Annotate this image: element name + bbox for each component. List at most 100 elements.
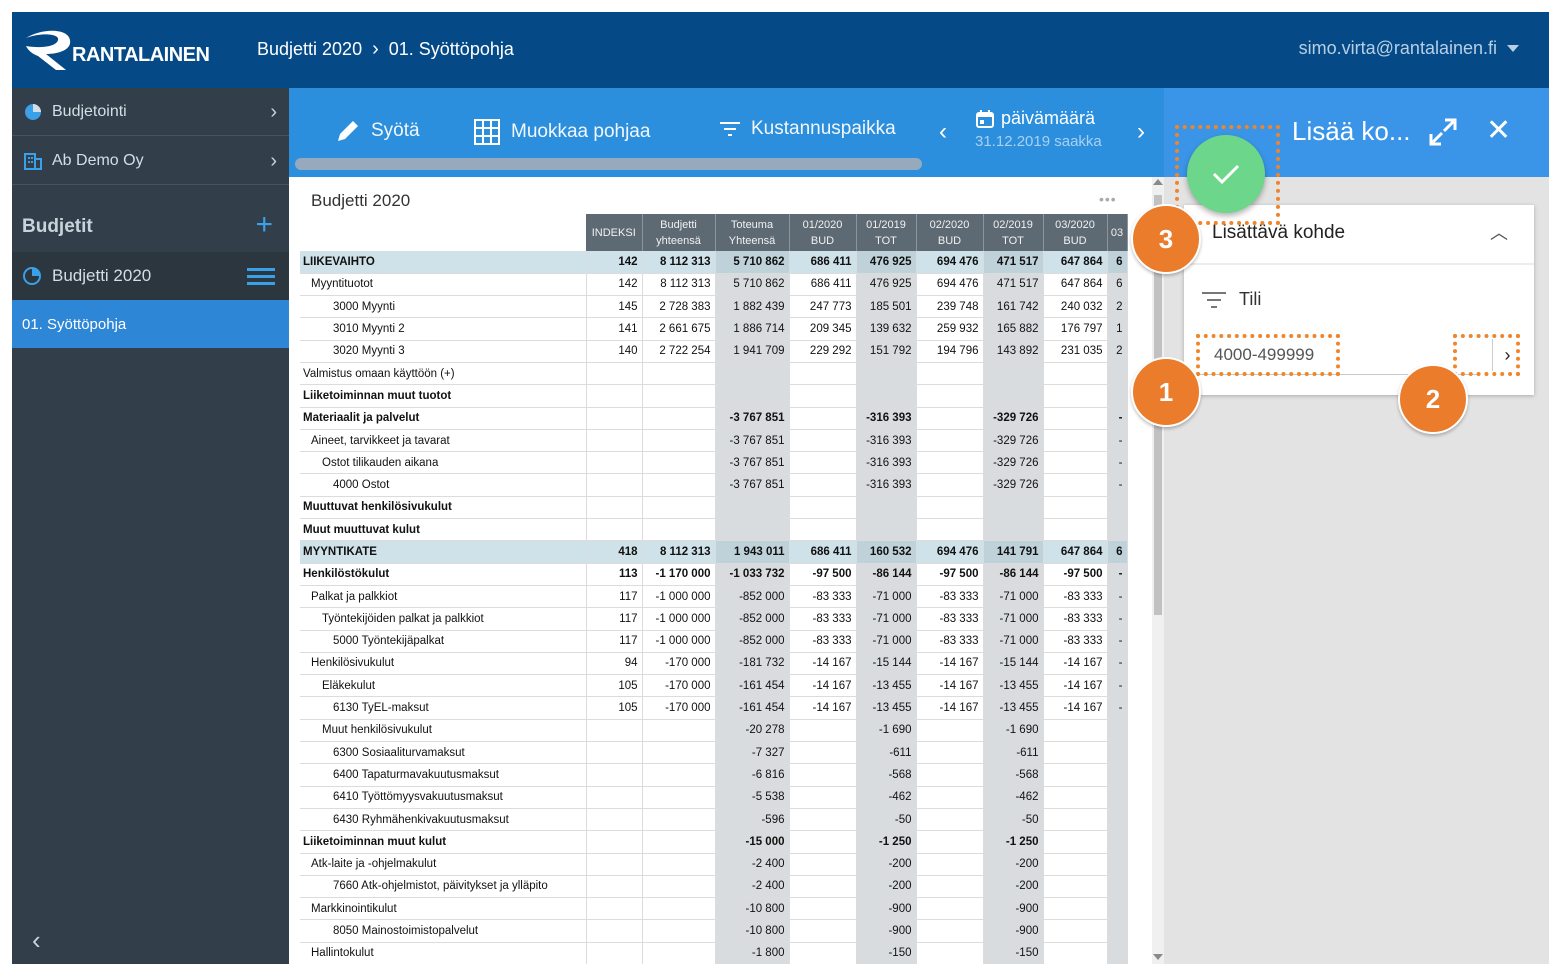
table-cell[interactable]: [789, 942, 857, 964]
confirm-button[interactable]: [1187, 135, 1265, 213]
toolbar-scrollbar[interactable]: [295, 158, 922, 170]
table-cell[interactable]: [789, 875, 857, 899]
table-cell[interactable]: [1107, 741, 1128, 765]
table-cell[interactable]: -170 000: [642, 652, 716, 676]
table-cell[interactable]: 240 032: [1043, 295, 1108, 319]
table-cell[interactable]: [789, 384, 857, 408]
table-cell[interactable]: [586, 429, 643, 453]
table-cell[interactable]: [1107, 518, 1128, 542]
table-cell[interactable]: -86 144: [856, 563, 917, 586]
table-cell[interactable]: 647 864: [1043, 251, 1108, 274]
table-cell[interactable]: [642, 763, 716, 787]
table-cell[interactable]: 2 661 675: [642, 317, 716, 341]
table-cell[interactable]: [586, 942, 643, 964]
table-cell[interactable]: [856, 362, 917, 386]
table-cell[interactable]: [789, 473, 857, 497]
table-cell[interactable]: [642, 786, 716, 809]
table-cell[interactable]: 686 411: [789, 251, 857, 274]
table-cell[interactable]: -170 000: [642, 674, 716, 698]
expand-icon[interactable]: [1429, 118, 1457, 151]
table-cell[interactable]: -71 000: [856, 630, 917, 653]
table-cell[interactable]: 476 925: [856, 251, 917, 274]
table-cell[interactable]: [586, 362, 643, 386]
table-row[interactable]: 6430 Ryhmähenkivakuutusmaksut -596 -50 -50: [300, 808, 1128, 832]
table-cell[interactable]: [789, 407, 857, 430]
table-cell[interactable]: 418: [586, 540, 643, 564]
cost-center-button[interactable]: Kustannuspaikka: [719, 118, 896, 140]
table-cell[interactable]: [1107, 808, 1128, 832]
table-cell[interactable]: [1043, 384, 1108, 408]
table-cell[interactable]: 8 112 313: [642, 273, 716, 297]
table-cell[interactable]: [1043, 496, 1108, 520]
table-cell[interactable]: [916, 719, 984, 743]
table-cell[interactable]: -5 538: [715, 786, 790, 809]
table-cell[interactable]: -: [1107, 630, 1128, 653]
table-cell[interactable]: 1 882 439: [715, 295, 790, 319]
table-cell[interactable]: 117: [586, 630, 643, 653]
table-row[interactable]: 3020 Myynti 3 140 2 722 254 1 941 709 229 29…: [300, 340, 1128, 363]
table-cell[interactable]: -: [1107, 451, 1128, 475]
table-cell[interactable]: 117: [586, 607, 643, 631]
table-cell[interactable]: 8 112 313: [642, 540, 716, 564]
table-cell[interactable]: [1043, 518, 1108, 542]
table-cell[interactable]: 476 925: [856, 273, 917, 297]
table-scrollbar[interactable]: [1152, 177, 1164, 964]
table-cell[interactable]: [1043, 719, 1108, 743]
table-cell[interactable]: [586, 897, 643, 921]
table-cell[interactable]: -6 816: [715, 763, 790, 787]
table-cell[interactable]: [1107, 384, 1128, 408]
table-cell[interactable]: -611: [856, 741, 917, 765]
table-cell[interactable]: [586, 786, 643, 809]
table-row[interactable]: Ostot tilikauden aikana -3 767 851 -316 39…: [300, 451, 1128, 475]
scroll-up-icon[interactable]: [1153, 179, 1163, 185]
table-cell[interactable]: 165 882: [983, 317, 1044, 341]
table-cell[interactable]: -14 167: [1043, 652, 1108, 676]
table-row[interactable]: Materiaalit ja palvelut -3 767 851 -316 39…: [300, 407, 1128, 430]
table-cell[interactable]: [1107, 942, 1128, 964]
table-cell[interactable]: -1 690: [983, 719, 1044, 743]
breadcrumb-budget[interactable]: Budjetti 2020: [257, 39, 363, 59]
table-cell[interactable]: 5 710 862: [715, 251, 790, 274]
table-cell[interactable]: 694 476: [916, 273, 984, 297]
table-cell[interactable]: -329 726: [983, 451, 1044, 475]
table-cell[interactable]: -2 400: [715, 875, 790, 899]
table-cell[interactable]: -14 167: [789, 674, 857, 698]
table-cell[interactable]: [1043, 853, 1108, 876]
table-cell[interactable]: -71 000: [983, 585, 1044, 609]
table-cell[interactable]: -1 000 000: [642, 630, 716, 653]
table-cell[interactable]: [983, 518, 1044, 542]
table-cell[interactable]: -7 327: [715, 741, 790, 765]
table-row[interactable]: Liiketoiminnan muut tuotot: [300, 384, 1128, 408]
sidebar-item-budget[interactable]: Budjetti 2020: [12, 252, 289, 300]
table-cell[interactable]: [642, 919, 716, 943]
table-cell[interactable]: -14 167: [1043, 696, 1108, 720]
table-cell[interactable]: [1043, 897, 1108, 921]
table-cell[interactable]: -161 454: [715, 674, 790, 698]
table-cell[interactable]: [642, 719, 716, 743]
table-cell[interactable]: 2: [1107, 295, 1128, 319]
table-row[interactable]: 5000 Työntekijäpalkat 117 -1 000 000 -852 0…: [300, 630, 1128, 653]
table-cell[interactable]: [856, 496, 917, 520]
table-cell[interactable]: 94: [586, 652, 643, 676]
table-cell[interactable]: [1107, 496, 1128, 520]
table-row[interactable]: MYYNTIKATE 418 8 112 313 1 943 011 686 411 16…: [300, 540, 1128, 564]
table-cell[interactable]: -97 500: [789, 563, 857, 586]
table-cell[interactable]: -: [1107, 563, 1128, 586]
sidebar-item-budjetointi[interactable]: Budjetointi ›: [12, 88, 289, 136]
input-button[interactable]: Syötä: [335, 118, 420, 144]
table-cell[interactable]: -568: [983, 763, 1044, 787]
table-cell[interactable]: 105: [586, 674, 643, 698]
table-cell[interactable]: -97 500: [916, 563, 984, 586]
table-cell[interactable]: [789, 362, 857, 386]
table-cell[interactable]: [789, 518, 857, 542]
table-cell[interactable]: [642, 496, 716, 520]
table-cell[interactable]: [642, 853, 716, 876]
table-cell[interactable]: [642, 875, 716, 899]
table-row[interactable]: 3010 Myynti 2 141 2 661 675 1 886 714 209 34…: [300, 317, 1128, 341]
table-cell[interactable]: [586, 407, 643, 430]
table-cell[interactable]: [642, 897, 716, 921]
table-cell[interactable]: [789, 808, 857, 832]
table-cell[interactable]: [983, 384, 1044, 408]
table-cell[interactable]: -15 000: [715, 830, 790, 854]
table-cell[interactable]: [916, 451, 984, 475]
